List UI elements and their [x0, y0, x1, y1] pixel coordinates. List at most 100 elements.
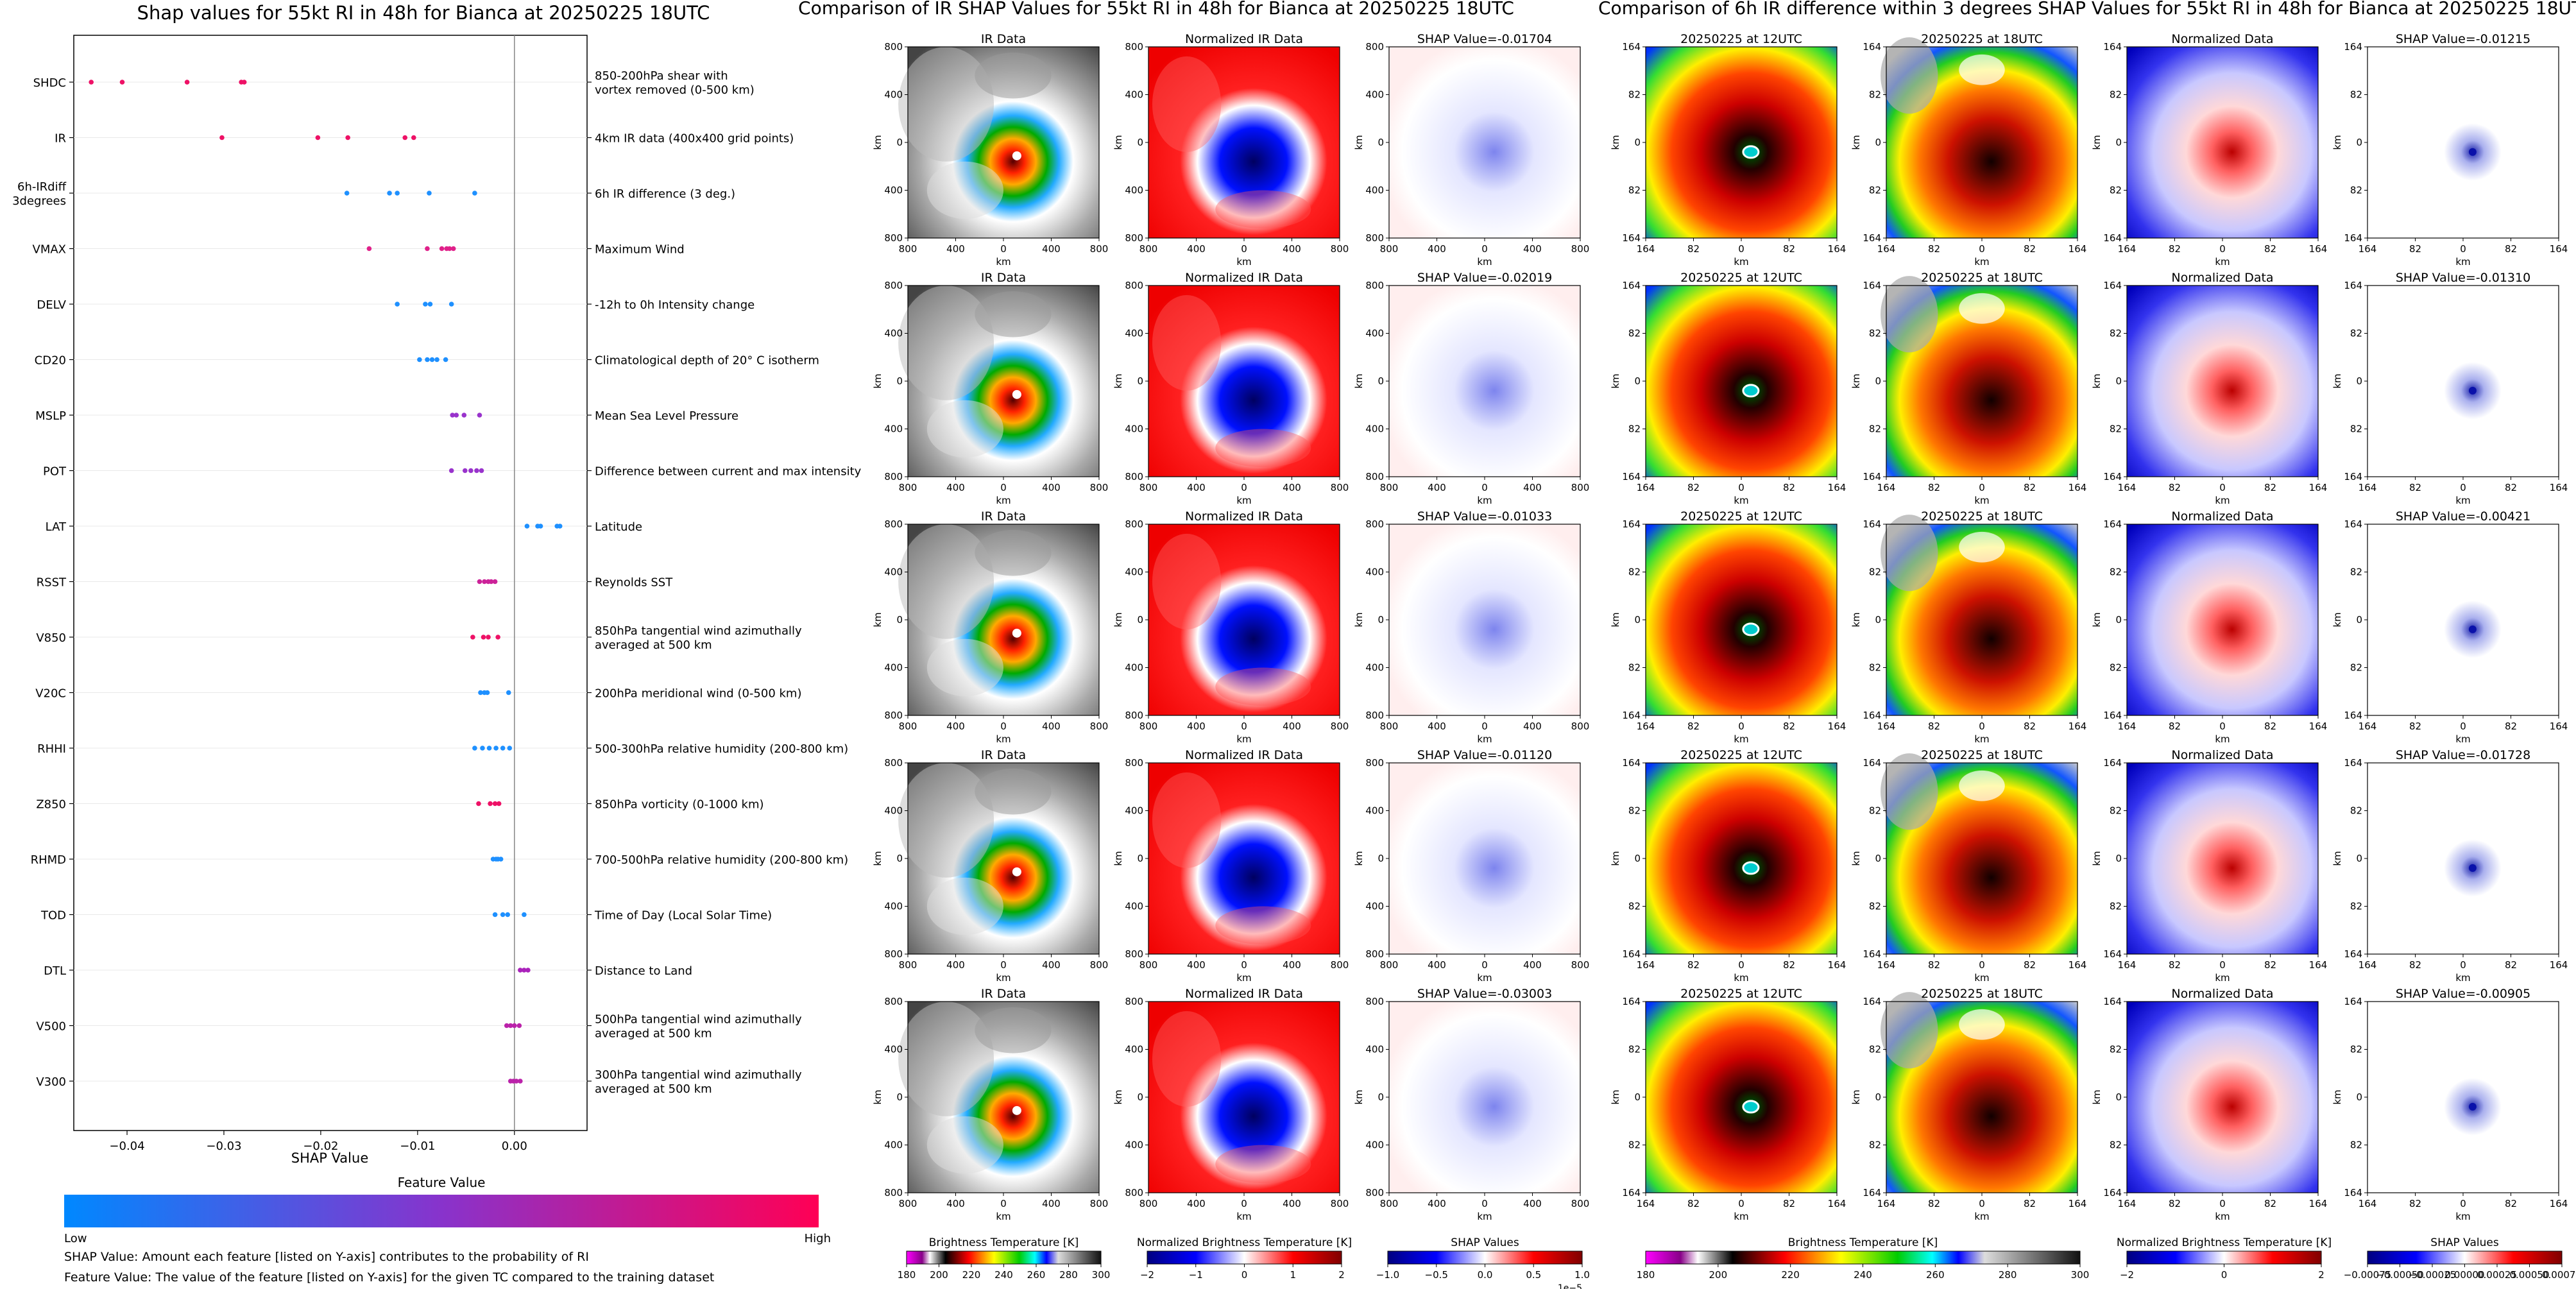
- panel-title: Normalized IR Data: [1185, 271, 1303, 285]
- feature-description: 500-300hPa relative humidity (200-800 km…: [595, 742, 848, 756]
- y-tick-label: 0: [2115, 853, 2122, 864]
- colorbar-tick-label: 2: [2318, 1269, 2324, 1281]
- x-axis-label: km: [1236, 1211, 1251, 1222]
- shap-note-2: Feature Value: The value of the feature …: [64, 1270, 714, 1285]
- x-tick-label: 0: [2460, 959, 2466, 971]
- shap-point: [427, 302, 433, 307]
- shap-point: [493, 746, 499, 751]
- cloud-feature: [898, 524, 994, 639]
- y-axis-label: km: [1113, 612, 1124, 627]
- storm-eye: [1742, 861, 1760, 875]
- shap-value-title: SHAP Value=-0.02019: [1417, 271, 1552, 285]
- y-tick-label: 0: [1378, 137, 1384, 148]
- y-tick-label: 800: [884, 518, 903, 530]
- x-tick-label: 400: [1283, 482, 1301, 493]
- y-tick-label: 164: [1863, 232, 1881, 244]
- x-tick-label: 164: [2118, 1198, 2137, 1209]
- panel-title: Normalized IR Data: [1185, 748, 1303, 762]
- x-tick-label: 164: [2309, 482, 2328, 493]
- y-tick-label: 82: [2350, 1044, 2362, 1055]
- x-tick-label: 0: [1241, 959, 1247, 971]
- cloud-feature: [975, 529, 1052, 576]
- y-tick-label: 0: [2115, 137, 2122, 148]
- shap-value-title: SHAP Value=-0.01728: [2396, 748, 2530, 762]
- shap-value-title: SHAP Value=-0.01704: [1417, 32, 1552, 46]
- x-tick-label: 0: [1738, 482, 1744, 493]
- panel-title: 20250225 at 18UTC: [1921, 32, 2043, 46]
- y-tick-label: 164: [2344, 948, 2362, 960]
- shap-hotspot: [2468, 148, 2477, 156]
- shap-point: [119, 80, 125, 85]
- y-tick-label: 400: [1125, 89, 1143, 101]
- y-tick-label: 400: [1125, 567, 1143, 578]
- shap-point: [454, 413, 459, 418]
- diff-shap-panel: SHAP Value=-0.00421164164828200828216416…: [2332, 509, 2568, 745]
- y-tick-label: 82: [2110, 1140, 2122, 1151]
- x-tick-label: 82: [1928, 959, 1940, 971]
- shap-hotspot: [2468, 1102, 2477, 1111]
- x-axis-label: km: [2455, 495, 2470, 506]
- diff-shap-panel-image: [2367, 286, 2559, 477]
- colorbar-tick-label: 240: [1854, 1269, 1872, 1281]
- x-tick-label: 400: [946, 243, 965, 255]
- y-tick-label: 800: [884, 41, 903, 53]
- shap-point: [557, 524, 563, 529]
- y-tick-label: 164: [1622, 1187, 1641, 1199]
- feature-value-high-label: High: [805, 1232, 831, 1245]
- y-tick-label: 400: [884, 805, 903, 817]
- colorbar-tick-label: 180: [1637, 1269, 1655, 1281]
- ir-section-title: Comparison of IR SHAP Values for 55kt RI…: [798, 0, 1514, 19]
- cloud-feature: [1881, 753, 1938, 830]
- y-tick-label: 164: [1863, 710, 1881, 721]
- x-tick-label: 400: [1187, 959, 1206, 971]
- colorbar-label: Brightness Temperature [K]: [1788, 1236, 1938, 1249]
- cloud-feature: [1215, 906, 1311, 945]
- x-tick-label: 82: [2169, 1198, 2181, 1209]
- panel-title: 20250225 at 12UTC: [1680, 748, 1802, 762]
- cloud-feature: [1215, 1145, 1311, 1184]
- x-tick-label: 0: [1738, 1198, 1744, 1209]
- y-tick-label: 800: [1365, 471, 1384, 482]
- cloud-feature: [926, 400, 1003, 458]
- panel-title: 20250225 at 12UTC: [1680, 32, 1802, 46]
- colorbar-tick-label: 300: [2071, 1269, 2090, 1281]
- shap-point: [439, 246, 445, 252]
- x-tick-label: 400: [1283, 959, 1301, 971]
- panel-title: 20250225 at 12UTC: [1680, 509, 1802, 524]
- y-axis-label: km: [1353, 135, 1365, 149]
- y-tick-label: 0: [1137, 614, 1143, 626]
- bottom-colorbars: Brightness Temperature [K]180 200 220 240 26…: [898, 1236, 2576, 1289]
- x-axis-label: km: [1477, 1211, 1492, 1222]
- y-tick-label: 82: [2350, 89, 2362, 101]
- y-tick-label: 164: [2103, 757, 2122, 769]
- feature-label: Z850: [36, 798, 66, 812]
- y-tick-label: 400: [1365, 662, 1384, 674]
- y-tick-label: 800: [1365, 948, 1384, 960]
- shap-point: [522, 968, 527, 973]
- diff-12utc-panel-image: [1646, 47, 1837, 238]
- y-tick-label: 800: [884, 757, 903, 769]
- colorbar-gradient: [2126, 1251, 2322, 1265]
- x-tick-label: 800: [1139, 959, 1158, 971]
- x-tick-label: 800: [1331, 482, 1349, 493]
- y-tick-label: 800: [1365, 1187, 1384, 1199]
- shap-point: [461, 413, 467, 418]
- panel-title: IR Data: [981, 32, 1026, 46]
- x-tick-label: 164: [2118, 959, 2137, 971]
- y-axis-label: km: [1353, 373, 1365, 388]
- x-tick-label: 82: [2024, 1198, 2036, 1209]
- x-tick-label: 0: [2219, 959, 2226, 971]
- diff-shap-panel-image: [2367, 763, 2559, 954]
- shap-point: [481, 635, 486, 640]
- x-tick-label: 400: [1523, 482, 1542, 493]
- x-tick-label: 800: [899, 482, 917, 493]
- x-tick-label: 82: [2505, 482, 2517, 493]
- diff-section-title: Comparison of 6h IR difference within 3 …: [1598, 0, 2576, 19]
- shap-value-title: SHAP Value=-0.01215: [2396, 32, 2530, 46]
- colorbar-tick-label: 260: [1926, 1269, 1945, 1281]
- y-tick-label: 0: [1634, 375, 1641, 387]
- shap-point: [488, 579, 494, 585]
- diff-shap-panel: SHAP Value=-0.00905164164828200828216416…: [2332, 987, 2568, 1222]
- shap-point: [492, 801, 498, 807]
